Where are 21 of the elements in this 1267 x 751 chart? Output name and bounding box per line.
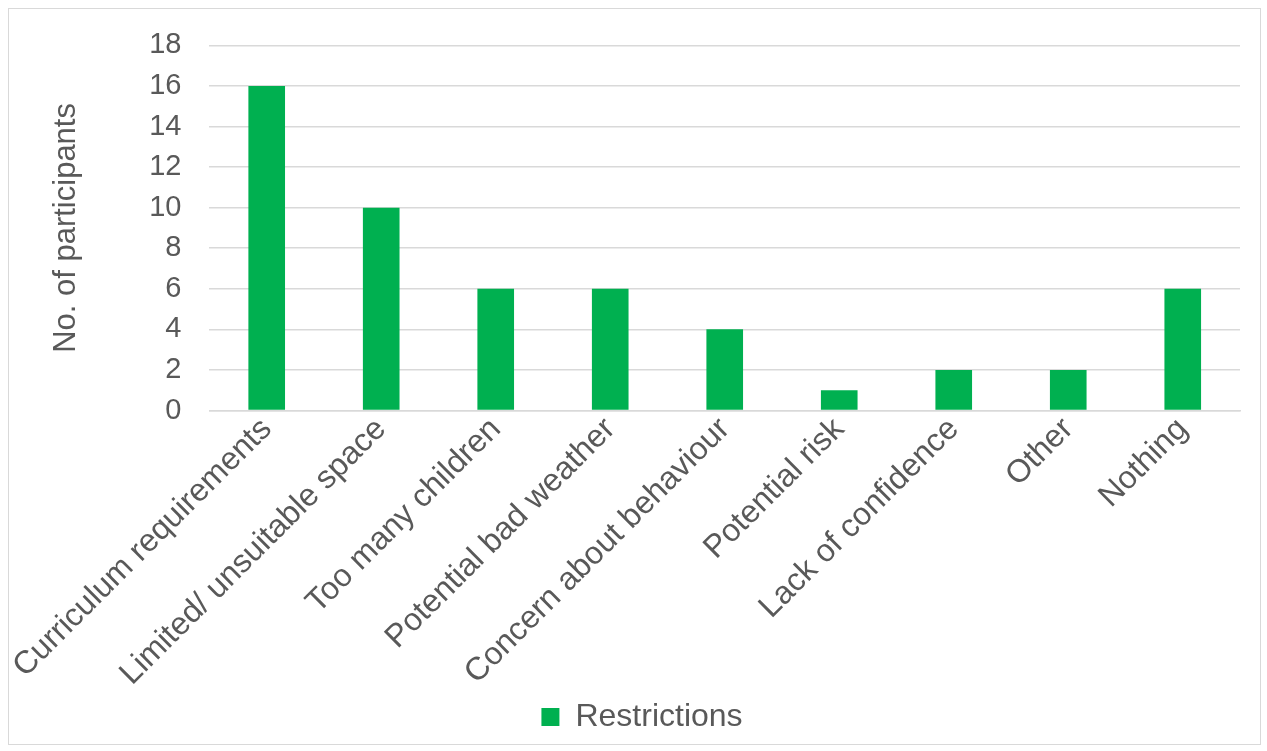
bar	[1049, 369, 1087, 410]
y-tick-label: 12	[149, 149, 182, 182]
y-tick-label: 10	[149, 189, 182, 222]
y-tick-label: 16	[149, 67, 182, 100]
bar	[591, 288, 629, 410]
bar	[248, 85, 286, 410]
legend-label: Restrictions	[575, 696, 743, 733]
y-axis-title: No. of participants	[47, 103, 83, 353]
bar	[706, 329, 744, 410]
y-tick-label: 6	[165, 270, 182, 303]
y-tick-label: 14	[149, 108, 182, 141]
y-tick-label: 4	[165, 311, 182, 344]
y-tick-label: 8	[165, 230, 182, 263]
bar	[1164, 288, 1202, 410]
y-tick-label: 18	[149, 27, 182, 60]
y-tick-label: 0	[165, 392, 182, 425]
y-tick-label: 2	[165, 351, 182, 384]
bar	[477, 288, 515, 410]
bar	[820, 390, 858, 410]
bar	[935, 369, 973, 410]
bar	[362, 207, 400, 410]
